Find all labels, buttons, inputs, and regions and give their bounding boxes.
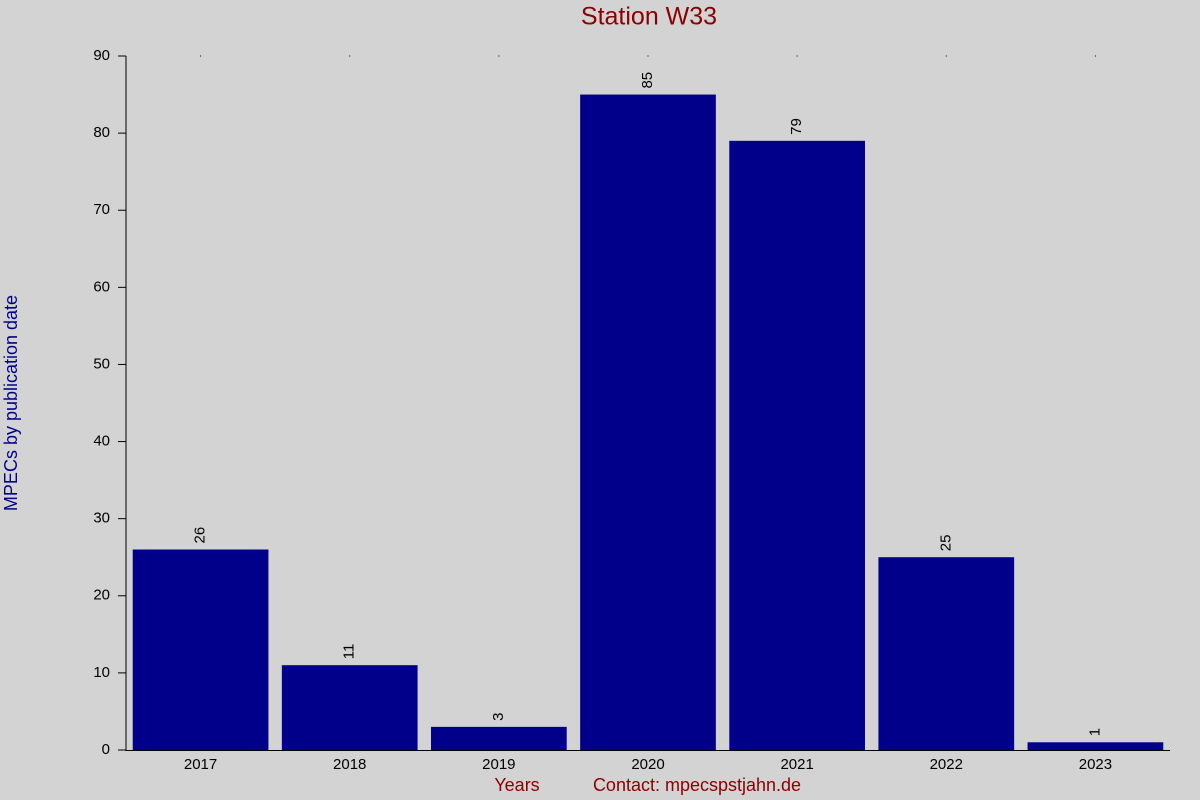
y-tick-label: 40 xyxy=(93,433,110,450)
bar xyxy=(878,557,1015,750)
value-label: 26 xyxy=(192,527,209,544)
bar xyxy=(132,549,269,750)
y-tick-label: 30 xyxy=(93,510,110,527)
bar xyxy=(1027,742,1164,750)
y-tick-label: 60 xyxy=(93,278,110,295)
value-label: 79 xyxy=(788,118,805,135)
y-tick-label: 0 xyxy=(102,741,110,758)
x-tick-label: 2021 xyxy=(780,756,813,773)
bar xyxy=(729,140,866,751)
x-tick-label: 2023 xyxy=(1079,756,1112,773)
x-tick-label: 2019 xyxy=(482,756,515,773)
value-label: 85 xyxy=(639,72,656,89)
y-tick-label: 20 xyxy=(93,587,110,604)
y-tick-label: 90 xyxy=(93,47,110,64)
bar xyxy=(281,665,418,750)
y-tick-label: 50 xyxy=(93,355,110,372)
x-tick-label: 2017 xyxy=(184,756,217,773)
x-tick-label: 2018 xyxy=(333,756,366,773)
x-tick-label: 2020 xyxy=(631,756,664,773)
x-axis-label: Years xyxy=(494,775,539,795)
value-label: 25 xyxy=(937,535,954,552)
contact: Contact: mpecspstjahn.de xyxy=(593,775,801,795)
y-tick-label: 10 xyxy=(93,664,110,681)
bar xyxy=(430,726,567,750)
value-label: 1 xyxy=(1086,728,1103,736)
y-tick-label: 80 xyxy=(93,124,110,141)
x-tick-label: 2022 xyxy=(930,756,963,773)
chart-title: Station W33 xyxy=(581,3,717,31)
value-label: 11 xyxy=(341,644,358,660)
value-label: 3 xyxy=(490,713,507,721)
bar xyxy=(580,94,716,751)
y-tick-label: 70 xyxy=(93,201,110,218)
y-axis-label: MPECs by publication date xyxy=(1,295,21,511)
